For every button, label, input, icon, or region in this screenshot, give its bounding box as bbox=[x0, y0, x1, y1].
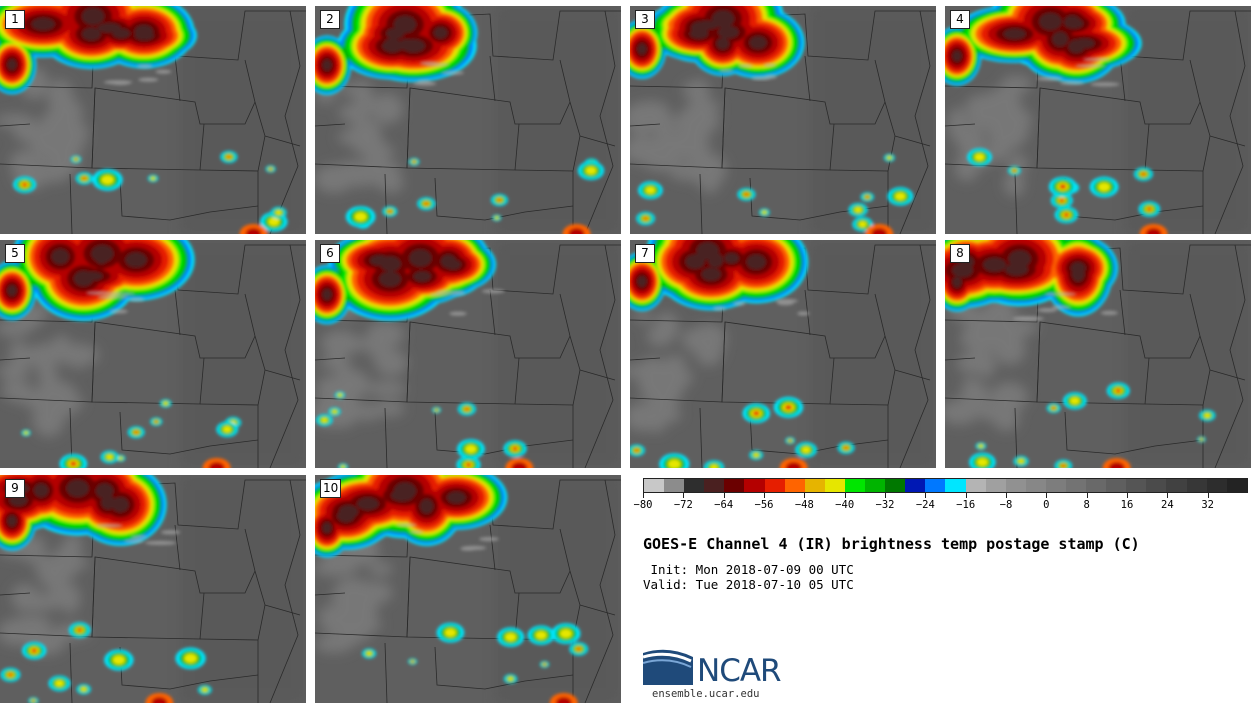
stamp-panel-3: 3 bbox=[630, 6, 936, 234]
stamp-member-label: 8 bbox=[950, 244, 970, 263]
stamp-panel-7: 7 bbox=[630, 240, 936, 468]
stamp-member-label: 10 bbox=[320, 479, 342, 498]
colorbar-tick-label: −64 bbox=[714, 499, 734, 511]
colorbar-tick-label: −16 bbox=[956, 499, 976, 511]
stamp-map bbox=[630, 240, 936, 468]
stamp-map bbox=[0, 475, 306, 703]
stamp-member-label: 6 bbox=[320, 244, 340, 263]
colorbar-tick-label: −48 bbox=[794, 499, 814, 511]
colorbar-swatch bbox=[1045, 479, 1066, 492]
stamp-member-label: 9 bbox=[5, 479, 25, 498]
stamp-panel-4: 4 bbox=[945, 6, 1251, 234]
stamp-member-label: 2 bbox=[320, 10, 340, 29]
colorbar-swatch bbox=[1226, 479, 1247, 492]
colorbar-swatch bbox=[1065, 479, 1087, 492]
stamp-map bbox=[945, 6, 1251, 234]
colorbar-tick bbox=[804, 493, 806, 498]
stamp-panel-8: 8 bbox=[945, 240, 1251, 468]
stamp-panel-6: 6 bbox=[315, 240, 621, 468]
colorbar-tick bbox=[885, 493, 886, 498]
colorbar-tick bbox=[643, 493, 644, 498]
colorbar-tick-label: −8 bbox=[999, 499, 1013, 511]
stamp-panel-2: 2 bbox=[315, 6, 621, 234]
stamp-map bbox=[945, 240, 1251, 468]
colorbar-tick-label: −56 bbox=[754, 499, 774, 511]
colorbar-tick bbox=[844, 493, 846, 498]
colorbar-tick bbox=[1006, 493, 1007, 498]
colorbar-swatch bbox=[844, 479, 866, 492]
colorbar-ticks: −80 −72 −64 −56 −48 −40 −32 −24 −16 −8 0 8 16 24 32 bbox=[634, 493, 1248, 513]
stamp-map bbox=[315, 6, 621, 234]
colorbar-swatch bbox=[744, 479, 765, 492]
colorbar-swatch bbox=[1086, 479, 1107, 492]
stamp-member-label: 3 bbox=[635, 10, 655, 29]
valid-time: Valid: Tue 2018-07-10 05 UTC bbox=[643, 577, 854, 592]
colorbar-tick-label: −32 bbox=[875, 499, 895, 511]
colorbar-tick-label: −80 bbox=[633, 499, 653, 511]
colorbar-tick-label: 24 bbox=[1161, 499, 1174, 511]
init-time: Init: Mon 2018-07-09 00 UTC bbox=[643, 562, 854, 577]
colorbar-swatch bbox=[644, 479, 665, 492]
colorbar-swatch bbox=[1146, 479, 1167, 492]
colorbar-swatch bbox=[865, 479, 886, 492]
stamp-member-label: 4 bbox=[950, 10, 970, 29]
colorbar-tick bbox=[1086, 493, 1088, 498]
colorbar-tick bbox=[1046, 493, 1048, 498]
stamp-map bbox=[0, 6, 306, 234]
colorbar-swatch bbox=[1206, 479, 1227, 492]
colorbar-swatch bbox=[1025, 479, 1046, 492]
colorbar-tick-label: −24 bbox=[915, 499, 935, 511]
stamp-panel-9: 9 bbox=[0, 475, 306, 703]
logo-wordmark: NCAR bbox=[697, 653, 782, 689]
ncar-logo-icon bbox=[643, 649, 693, 685]
stamp-panel-10: 10 bbox=[315, 475, 621, 703]
colorbar-swatch bbox=[1166, 479, 1187, 492]
colorbar-tick-label: −40 bbox=[835, 499, 855, 511]
stamp-panel-1: 1 bbox=[0, 6, 306, 234]
colorbar-swatch bbox=[885, 479, 906, 492]
colorbar-swatch bbox=[764, 479, 785, 492]
colorbar-tick-label: 0 bbox=[1043, 499, 1050, 511]
colorbar-swatch bbox=[1126, 479, 1147, 492]
stamp-map bbox=[630, 6, 936, 234]
colorbar-swatch bbox=[925, 479, 946, 492]
colorbar-tick bbox=[925, 493, 927, 498]
colorbar-swatch bbox=[1106, 479, 1127, 492]
colorbar bbox=[643, 478, 1248, 493]
colorbar-tick-label: 16 bbox=[1120, 499, 1134, 511]
colorbar-swatch bbox=[1186, 479, 1207, 492]
colorbar-tick bbox=[1207, 493, 1209, 498]
colorbar-tick bbox=[764, 493, 765, 498]
colorbar-swatch bbox=[965, 479, 986, 492]
colorbar-tick-label: 32 bbox=[1201, 499, 1214, 511]
colorbar-tick bbox=[723, 493, 725, 498]
stamp-member-label: 5 bbox=[5, 244, 25, 263]
stamp-map bbox=[315, 240, 621, 468]
colorbar-tick bbox=[1167, 493, 1169, 498]
colorbar-swatch bbox=[684, 479, 705, 492]
colorbar-tick-label: 8 bbox=[1083, 499, 1090, 511]
figure-title: GOES-E Channel 4 (IR) brightness temp po… bbox=[643, 535, 1140, 553]
colorbar-swatch bbox=[985, 479, 1006, 492]
stamp-panel-5: 5 bbox=[0, 240, 306, 468]
colorbar-swatch bbox=[945, 479, 966, 492]
colorbar-tick-label: −72 bbox=[673, 499, 693, 511]
colorbar-swatch bbox=[664, 479, 685, 492]
logo-url: ensemble.ucar.edu bbox=[652, 688, 760, 700]
colorbar-swatch bbox=[804, 479, 825, 492]
colorbar-swatch bbox=[905, 479, 926, 492]
colorbar-tick bbox=[1127, 493, 1128, 498]
stamp-map bbox=[0, 240, 306, 468]
colorbar-tick bbox=[965, 493, 967, 498]
colorbar-swatch bbox=[1005, 479, 1026, 492]
colorbar-swatch bbox=[824, 479, 845, 492]
colorbar-tick bbox=[683, 493, 685, 498]
colorbar-swatch bbox=[784, 479, 805, 492]
stamp-member-label: 7 bbox=[635, 244, 655, 263]
stamp-map bbox=[315, 475, 621, 703]
colorbar-swatch bbox=[704, 479, 725, 492]
colorbar-swatch bbox=[724, 479, 745, 492]
stamp-member-label: 1 bbox=[5, 10, 25, 29]
